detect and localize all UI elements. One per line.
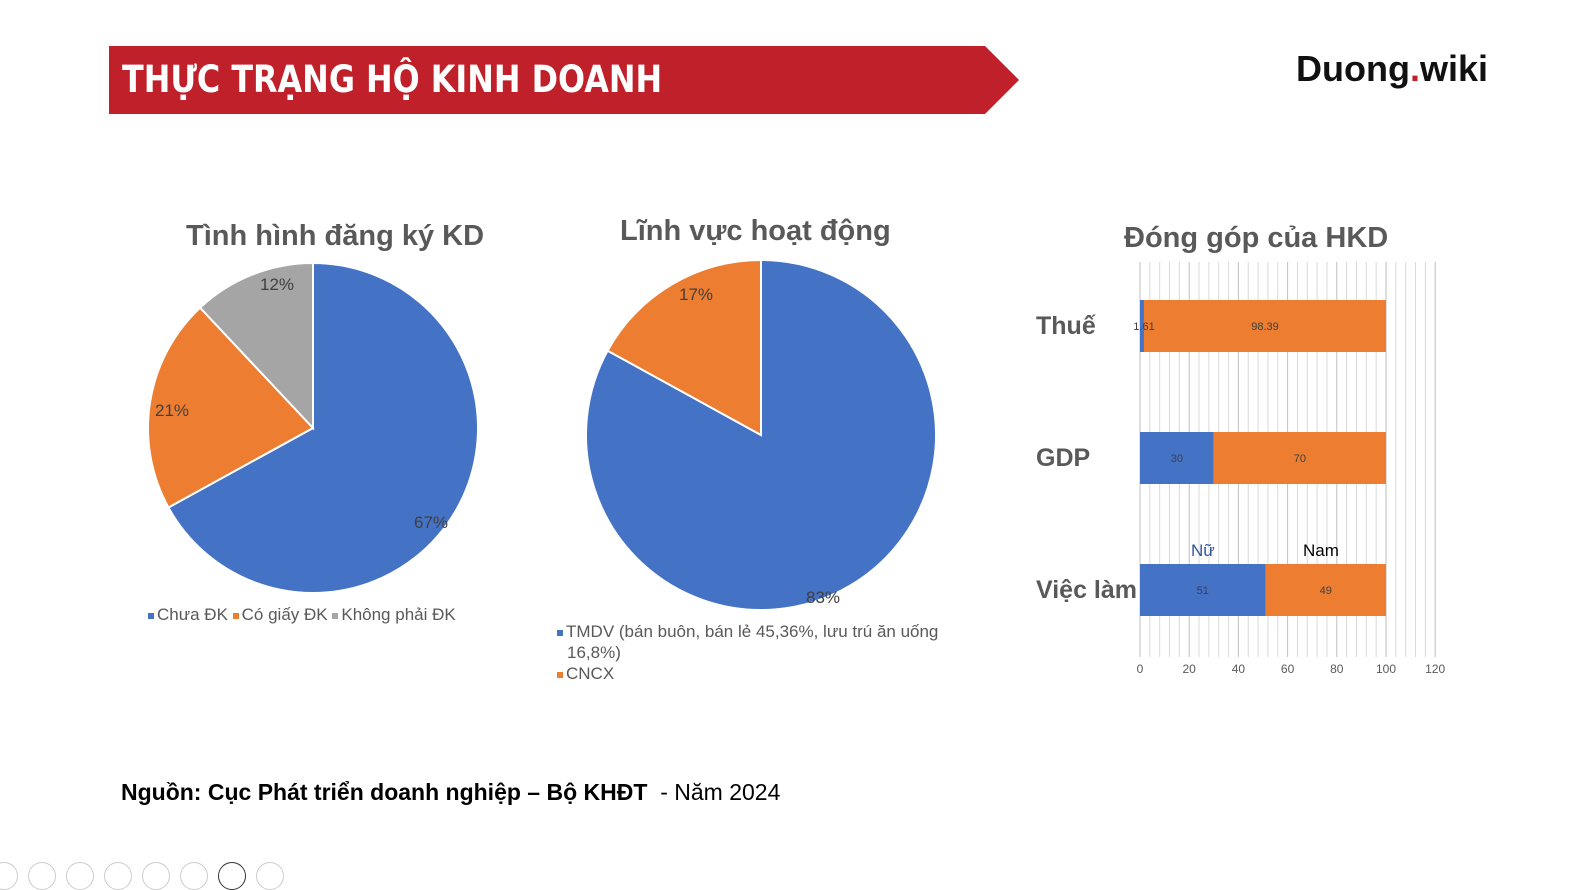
pie2-label: 83% bbox=[806, 588, 841, 607]
more-icon[interactable] bbox=[256, 862, 284, 890]
subtitles-icon[interactable] bbox=[180, 862, 208, 890]
bar-segment bbox=[1140, 300, 1144, 352]
bar-data-label: 30 bbox=[1170, 453, 1184, 465]
legend-text-cont: 16,8%) bbox=[567, 643, 621, 662]
bar-segment bbox=[1140, 432, 1214, 484]
pie1-label: 21% bbox=[155, 401, 190, 420]
legend-text: TMDV (bán buôn, bán lẻ 45,36%, lưu trú ă… bbox=[566, 622, 939, 641]
x-tick-label: 20 bbox=[1182, 662, 1196, 676]
series-label-nu: Nữ bbox=[1191, 541, 1215, 560]
bar-segment bbox=[1140, 564, 1266, 616]
source-bold: Nguồn: Cục Phát triển doanh nghiệp – Bộ … bbox=[121, 779, 648, 805]
source-note: Nguồn: Cục Phát triển doanh nghiệp – Bộ … bbox=[121, 779, 780, 806]
pen-icon[interactable] bbox=[66, 862, 94, 890]
bar-data-label: 49 bbox=[1319, 585, 1332, 597]
camera-icon[interactable] bbox=[218, 862, 246, 890]
previous-icon[interactable] bbox=[0, 862, 18, 890]
legend-item: CNCX bbox=[557, 663, 938, 684]
x-tick-label: 80 bbox=[1330, 662, 1344, 676]
legend-swatch bbox=[232, 612, 239, 619]
bar-segment bbox=[1213, 432, 1386, 484]
bar-data-label: 51 bbox=[1196, 585, 1209, 597]
legend-text: Không phải ĐK bbox=[341, 605, 456, 624]
bar-category: Thuế bbox=[1036, 312, 1096, 340]
title-banner: THỰC TRẠNG HỘ KINH DOANH bbox=[109, 46, 1019, 114]
legend-text: CNCX bbox=[566, 664, 615, 683]
legend-item: Có giấy ĐK bbox=[232, 605, 328, 624]
pie1-label: 12% bbox=[260, 275, 295, 294]
logo: Duong.wiki bbox=[1296, 48, 1488, 90]
bar-title: Đóng góp của HKD bbox=[1124, 222, 1389, 254]
pie2-legend: TMDV (bán buôn, bán lẻ 45,36%, lưu trú ă… bbox=[557, 621, 938, 684]
pie1-slice bbox=[198, 261, 314, 431]
logo-tld: wiki bbox=[1419, 48, 1489, 89]
zoom-icon[interactable] bbox=[142, 862, 170, 890]
x-tick-label: 0 bbox=[1136, 662, 1144, 676]
legend-text: Chưa ĐK bbox=[157, 605, 228, 624]
legend-swatch bbox=[557, 671, 563, 678]
next-icon[interactable] bbox=[28, 862, 56, 890]
bar-segment bbox=[1143, 300, 1386, 352]
legend-item: Không phải ĐK bbox=[332, 605, 456, 624]
pie1-legend: Chưa ĐK Có giấy ĐK Không phải ĐK bbox=[148, 605, 456, 625]
x-tick-label: 120 bbox=[1425, 662, 1446, 676]
pie1-slice bbox=[147, 306, 315, 509]
pie2-slice bbox=[606, 258, 762, 437]
pie1-label: 67% bbox=[414, 513, 449, 532]
bar-data-label: 1.61 bbox=[1133, 321, 1155, 333]
logo-text: Duong bbox=[1296, 48, 1410, 89]
pie1-slice bbox=[167, 261, 479, 594]
x-tick-label: 100 bbox=[1375, 662, 1397, 676]
legend-swatch bbox=[148, 612, 154, 619]
slide-title: THỰC TRẠNG HỘ KINH DOANH bbox=[122, 58, 663, 101]
bar-data-label: 70 bbox=[1293, 453, 1307, 465]
bar-segment bbox=[1265, 564, 1386, 616]
x-tick-label: 40 bbox=[1231, 662, 1246, 676]
series-label-nam: Nam bbox=[1303, 541, 1339, 560]
legend-swatch bbox=[332, 612, 339, 619]
bar-category: GDP bbox=[1036, 444, 1091, 472]
pie2-label: 17% bbox=[679, 285, 714, 304]
legend-item: TMDV (bán buôn, bán lẻ 45,36%, lưu trú ă… bbox=[557, 621, 938, 642]
pie2-title: Lĩnh vực hoạt động bbox=[620, 215, 891, 247]
legend-swatch bbox=[557, 629, 563, 636]
legend-item: Chưa ĐK bbox=[148, 605, 228, 624]
bar-category: Việc làm bbox=[1036, 576, 1138, 604]
source-year: - Năm 2024 bbox=[647, 779, 781, 805]
legend-text: Có giấy ĐK bbox=[241, 605, 328, 624]
bar-data-label: 98.39 bbox=[1251, 321, 1279, 333]
presentation-toolbar bbox=[0, 862, 284, 890]
x-tick-label: 60 bbox=[1280, 662, 1295, 676]
logo-dot: . bbox=[1409, 48, 1420, 89]
grid-view-icon[interactable] bbox=[104, 862, 132, 890]
pie1-title: Tình hình đăng ký KD bbox=[186, 220, 485, 252]
